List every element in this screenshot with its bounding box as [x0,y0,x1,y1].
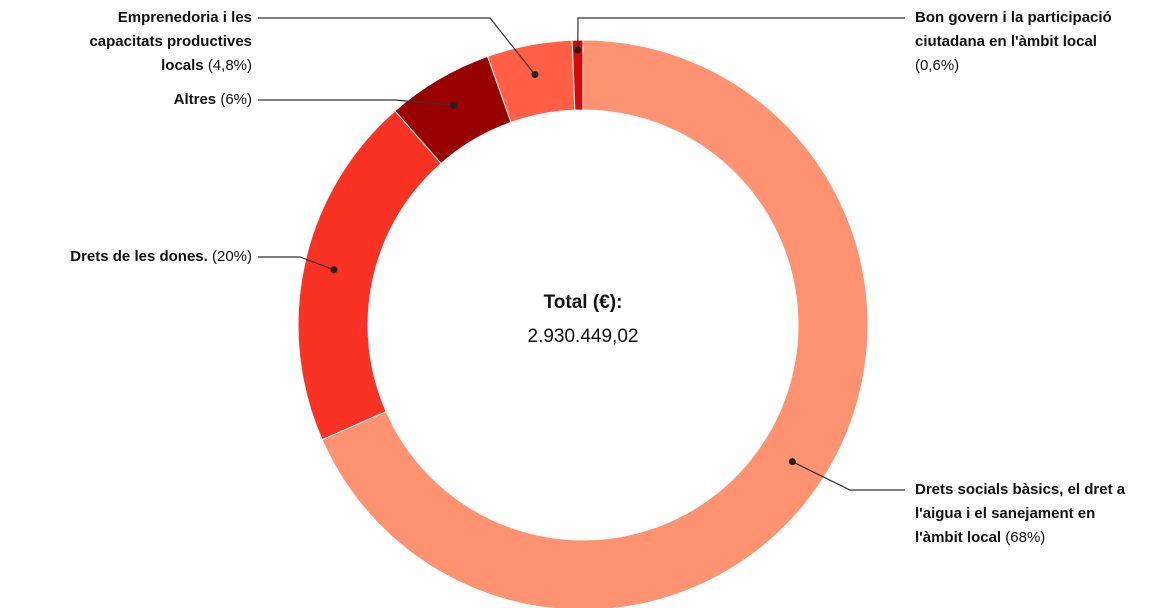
slice-value: (68%) [1005,529,1046,546]
slice-name: Altres [173,91,217,108]
slice-label: Altres (6%) [52,88,252,112]
leader-dot [531,71,539,79]
leader-line [792,461,905,491]
center-title: Total (€): [543,292,623,313]
leader-dot [450,101,458,109]
leader-line [258,17,536,75]
slice-label: Bon govern i la participació ciutadana e… [915,6,1140,78]
slice-label: Emprenedoria i les capacitats productive… [52,6,252,78]
slice-name: Emprenedoria i les capacitats productive… [89,9,252,74]
leader-line [577,17,905,51]
slice-value: (20%) [211,248,252,265]
slice-name: Drets socials bàsics, el dret a l'aigua … [915,481,1126,546]
leader-line [258,256,335,271]
slice-name: Bon govern i la participació ciutadana e… [915,9,1112,50]
slice-value: (0,6%) [915,57,960,74]
donut-slice [321,39,869,608]
slice-value: (6%) [220,91,252,108]
leader-line [258,99,454,106]
donut-slice [571,39,584,111]
center-value: 2.930.449,02 [527,326,639,347]
leader-dot [574,46,582,54]
slice-label: Drets socials bàsics, el dret a l'aigua … [915,478,1135,550]
slice-value: (4,8%) [207,57,252,74]
slice-name: Drets de les dones. [70,248,208,265]
donut-slice [297,110,442,441]
leader-dot [788,458,796,466]
leader-dot [330,266,338,274]
slice-label: Drets de les dones. (20%) [0,245,252,269]
